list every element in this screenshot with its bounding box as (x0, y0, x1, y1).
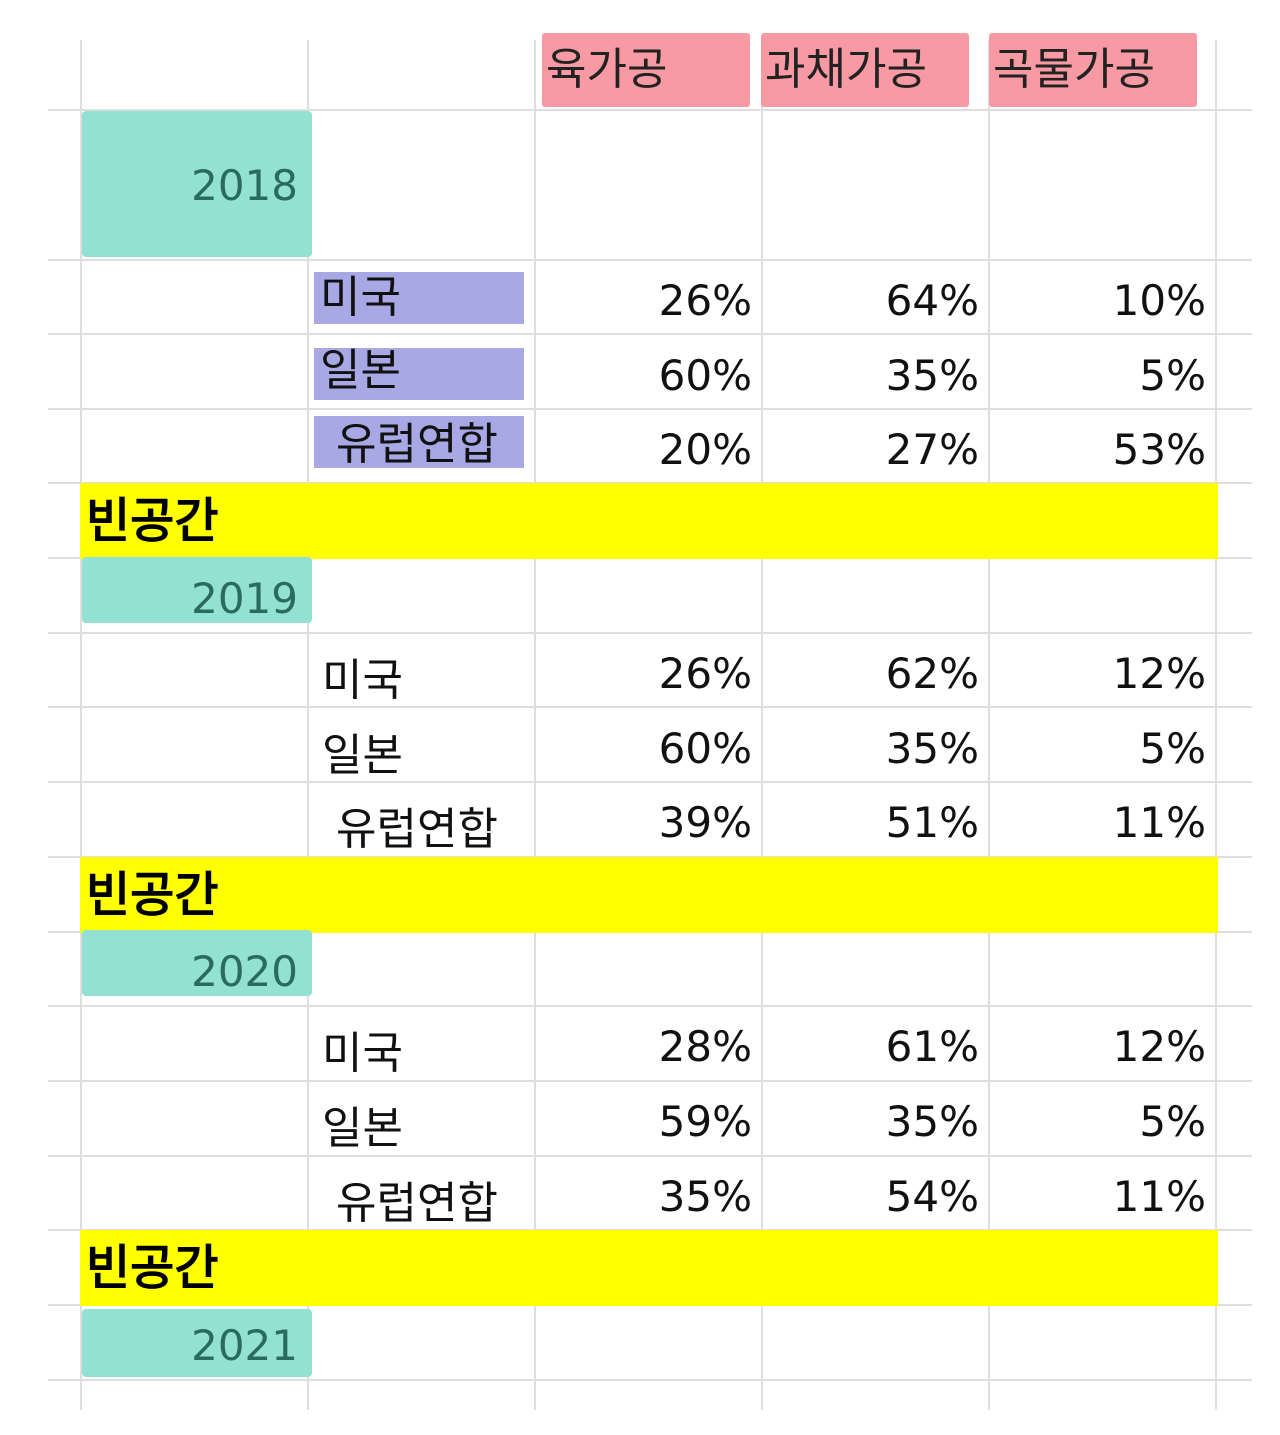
value-cell[interactable]: 35% (658, 1172, 752, 1221)
grid-vline (761, 40, 763, 1410)
value-cell[interactable]: 35% (885, 351, 979, 400)
value-cell[interactable]: 27% (885, 425, 979, 474)
blank-row (80, 1230, 1218, 1306)
country-cell[interactable]: 일본 (322, 1103, 403, 1154)
value-cell[interactable]: 11% (1112, 798, 1206, 847)
header-cell-grain[interactable]: 곡물가공 (989, 33, 1197, 107)
year-cell-2019[interactable]: 2019 (82, 557, 312, 623)
value-cell[interactable]: 61% (885, 1022, 979, 1071)
grid-hline (48, 1379, 1252, 1381)
country-cell[interactable]: 미국 (314, 272, 524, 324)
grid-hline (48, 1080, 1252, 1082)
blank-label: 빈공간 (86, 867, 219, 923)
value-cell[interactable]: 26% (658, 649, 752, 698)
grid-hline (48, 781, 1252, 783)
grid-vline (988, 40, 990, 1410)
grid-hline (48, 706, 1252, 708)
grid-hline (48, 1155, 1252, 1157)
blank-row (80, 857, 1218, 933)
value-cell[interactable]: 62% (885, 649, 979, 698)
year-cell-2018[interactable]: 2018 (82, 111, 312, 257)
value-cell[interactable]: 60% (658, 724, 752, 773)
value-cell[interactable]: 26% (658, 276, 752, 325)
value-cell[interactable]: 54% (885, 1172, 979, 1221)
grid-vline (534, 40, 536, 1410)
header-cell-meat[interactable]: 육가공 (542, 33, 750, 107)
country-cell[interactable]: 미국 (322, 1028, 403, 1079)
grid-vline (307, 40, 309, 1410)
value-cell[interactable]: 5% (1139, 351, 1206, 400)
value-cell[interactable]: 53% (1112, 425, 1206, 474)
value-cell[interactable]: 60% (658, 351, 752, 400)
header-cell-fruit-veg[interactable]: 과채가공 (761, 33, 969, 107)
grid-vline (1215, 40, 1217, 1410)
value-cell[interactable]: 59% (658, 1097, 752, 1146)
value-cell[interactable]: 64% (885, 276, 979, 325)
value-cell[interactable]: 11% (1112, 1172, 1206, 1221)
value-cell[interactable]: 12% (1112, 649, 1206, 698)
grid-hline (48, 109, 1252, 111)
country-cell[interactable]: 유럽연합 (314, 416, 524, 470)
grid-hline (48, 1005, 1252, 1007)
value-cell[interactable]: 20% (658, 425, 752, 474)
value-cell[interactable]: 5% (1139, 1097, 1206, 1146)
blank-row (80, 483, 1218, 559)
grid-hline (48, 333, 1252, 335)
value-cell[interactable]: 51% (885, 798, 979, 847)
grid-hline (48, 408, 1252, 410)
year-cell-2021[interactable]: 2021 (82, 1309, 312, 1377)
value-cell[interactable]: 35% (885, 1097, 979, 1146)
value-cell[interactable]: 35% (885, 724, 979, 773)
value-cell[interactable]: 39% (658, 798, 752, 847)
country-cell[interactable]: 일본 (322, 730, 403, 781)
grid-hline (48, 632, 1252, 634)
year-cell-2020[interactable]: 2020 (82, 930, 312, 996)
value-cell[interactable]: 5% (1139, 724, 1206, 773)
grid-vline (80, 40, 82, 1410)
country-cell[interactable]: 유럽연합 (336, 1178, 498, 1229)
value-cell[interactable]: 28% (658, 1022, 752, 1071)
country-cell[interactable]: 미국 (322, 655, 403, 706)
blank-label: 빈공간 (86, 493, 219, 549)
grid-hline (48, 259, 1252, 261)
country-cell[interactable]: 일본 (314, 348, 524, 400)
blank-label: 빈공간 (86, 1240, 219, 1296)
country-cell[interactable]: 유럽연합 (336, 804, 498, 855)
value-cell[interactable]: 12% (1112, 1022, 1206, 1071)
value-cell[interactable]: 10% (1112, 276, 1206, 325)
